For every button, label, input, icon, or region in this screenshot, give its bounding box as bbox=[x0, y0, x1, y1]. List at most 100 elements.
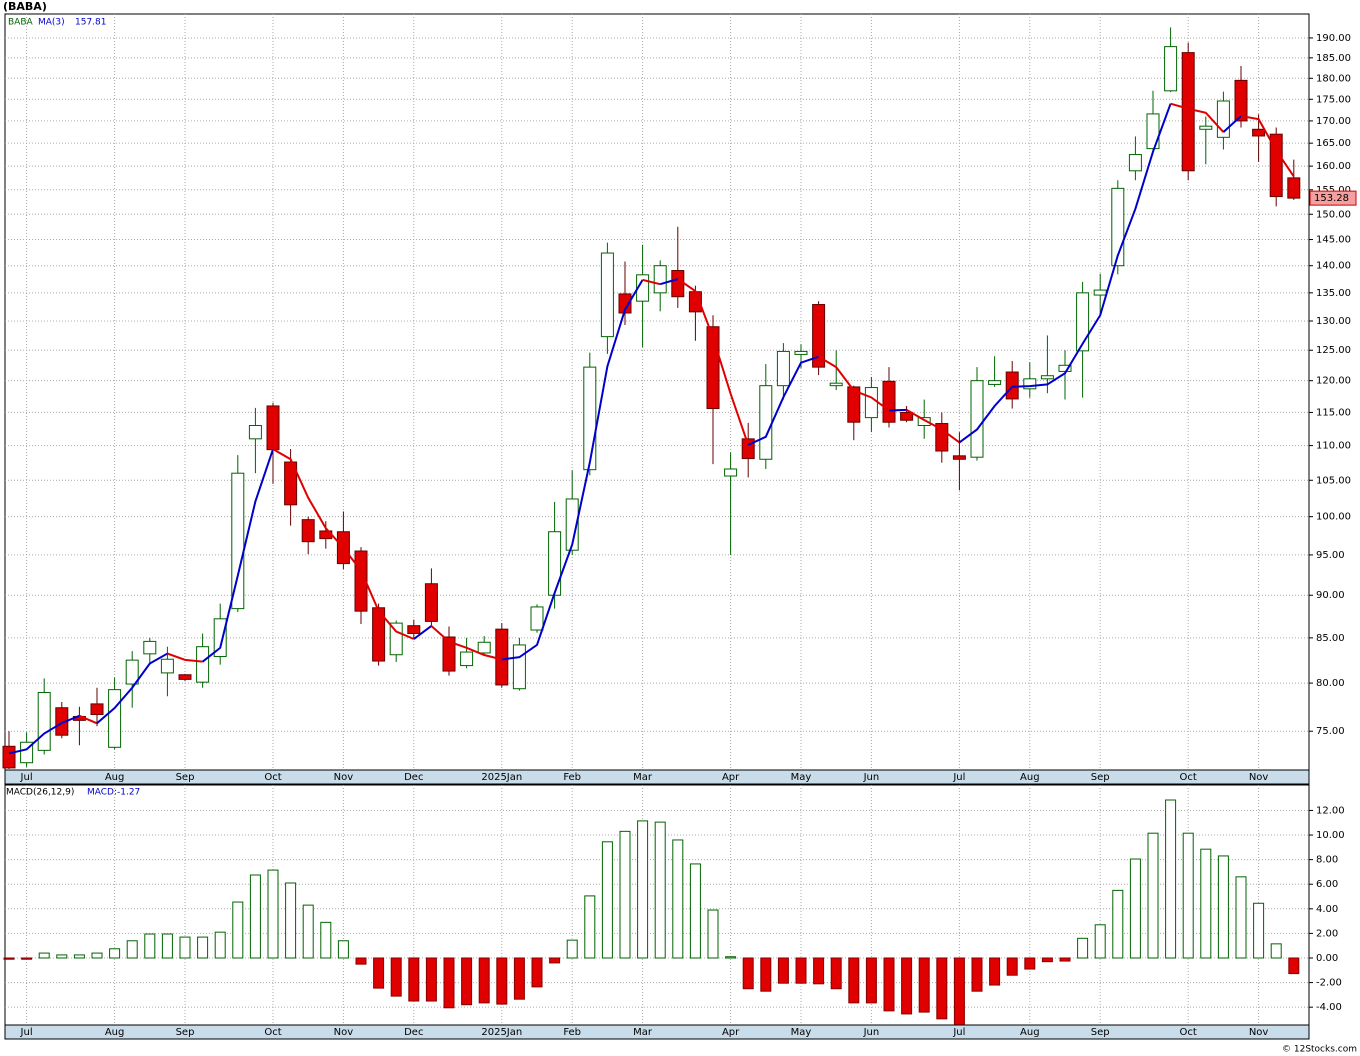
legend-value: -1.27 bbox=[117, 788, 140, 798]
macd-bar bbox=[707, 909, 719, 959]
macd-bar bbox=[637, 820, 649, 959]
macd-bar bbox=[1270, 943, 1282, 959]
candle-body bbox=[565, 498, 579, 551]
macd-bar bbox=[848, 957, 860, 1004]
y-tick-label: -2.00 bbox=[1316, 978, 1342, 989]
macd-bar bbox=[883, 957, 895, 1012]
macd-bar bbox=[3, 957, 15, 960]
macd-bar bbox=[1182, 832, 1194, 959]
candle-body bbox=[618, 293, 632, 314]
candle-body bbox=[231, 472, 245, 610]
macd-bar bbox=[91, 952, 103, 959]
ma-line bbox=[430, 625, 503, 661]
x-axis-strip bbox=[4, 1024, 1310, 1040]
y-tick-label: 130.00 bbox=[1316, 316, 1351, 327]
y-tick-label: 155.00 bbox=[1316, 185, 1351, 196]
candle-body bbox=[882, 380, 896, 423]
x-tick-label: Nov bbox=[334, 1027, 354, 1038]
macd-bar bbox=[285, 882, 297, 959]
x-tick-label: Feb bbox=[563, 1027, 581, 1038]
footer: © 12Stocks.com bbox=[1282, 1045, 1357, 1055]
macd-bar bbox=[197, 936, 209, 959]
y-tick-label: 4.00 bbox=[1316, 904, 1338, 915]
ma-line bbox=[501, 279, 644, 661]
y-tick-label: 90.00 bbox=[1316, 590, 1345, 601]
macd-bar bbox=[408, 957, 420, 1002]
ma-line bbox=[1222, 115, 1242, 133]
candle-body bbox=[407, 625, 421, 634]
candle-body bbox=[548, 531, 562, 596]
macd-bar bbox=[1147, 832, 1159, 959]
candle-body bbox=[213, 618, 227, 658]
macd-bar bbox=[21, 957, 33, 960]
macd-bar bbox=[689, 863, 701, 959]
x-tick-label: Jul bbox=[20, 1027, 33, 1038]
x-tick-label: May bbox=[791, 772, 812, 783]
ma-line bbox=[958, 103, 1172, 444]
macd-bar bbox=[56, 954, 68, 959]
y-tick-label: 180.00 bbox=[1316, 73, 1351, 84]
y-tick-label: 110.00 bbox=[1316, 441, 1351, 452]
candle-body bbox=[759, 385, 773, 460]
candle-body bbox=[125, 659, 139, 685]
macd-bar bbox=[901, 957, 913, 1015]
x-tick-label: Apr bbox=[722, 1027, 740, 1038]
candle-body bbox=[248, 425, 262, 440]
macd-bar bbox=[126, 940, 138, 959]
ma-line bbox=[96, 652, 168, 725]
x-tick-label: Mar bbox=[633, 1027, 653, 1038]
candle-body bbox=[988, 380, 1002, 385]
y-tick-label: 145.00 bbox=[1316, 235, 1351, 246]
ma-line bbox=[906, 408, 960, 444]
y-tick-label: 2.00 bbox=[1316, 928, 1338, 939]
macd-bar bbox=[566, 939, 578, 959]
macd-bar bbox=[302, 904, 314, 959]
macd-bar bbox=[1112, 889, 1124, 959]
candle-body bbox=[1128, 154, 1142, 172]
macd-bar bbox=[73, 954, 85, 959]
macd-bar bbox=[795, 957, 807, 984]
candle-body bbox=[653, 265, 667, 294]
macd-bar bbox=[654, 821, 666, 959]
candle-body bbox=[1287, 177, 1301, 199]
x-tick-label: 2025Jan bbox=[481, 772, 522, 783]
candle-body bbox=[847, 386, 861, 423]
macd-bar bbox=[355, 957, 367, 965]
candle-body bbox=[196, 646, 210, 683]
ma-line bbox=[818, 355, 890, 412]
x-tick-label: Aug bbox=[1020, 772, 1040, 783]
x-tick-label: Nov bbox=[1249, 772, 1269, 783]
ma-line bbox=[79, 714, 98, 725]
legend-value: 157.81 bbox=[75, 18, 107, 28]
y-tick-label: 185.00 bbox=[1316, 53, 1351, 64]
ma-line bbox=[747, 355, 819, 446]
ma-line bbox=[1240, 114, 1295, 177]
macd-bar bbox=[1129, 858, 1141, 959]
macd-bar bbox=[1094, 924, 1106, 959]
candle-body bbox=[1005, 371, 1019, 400]
x-tick-label: Apr bbox=[722, 772, 740, 783]
x-tick-label: Jun bbox=[863, 772, 880, 783]
candle-body bbox=[600, 252, 614, 338]
y-tick-label: 150.00 bbox=[1316, 209, 1351, 220]
candle-body bbox=[935, 423, 949, 452]
candle-body bbox=[495, 628, 509, 686]
macd-bar bbox=[1165, 799, 1177, 959]
candle-body bbox=[917, 417, 931, 427]
macd-bar bbox=[918, 957, 930, 1013]
macd-bar bbox=[1253, 902, 1265, 959]
candle-body bbox=[776, 350, 790, 387]
ma-line bbox=[8, 714, 80, 755]
candle-body bbox=[1181, 52, 1195, 172]
x-tick-label: Oct bbox=[1180, 772, 1197, 783]
candle-body bbox=[477, 641, 491, 654]
macd-bar bbox=[478, 957, 490, 1004]
macd-bar bbox=[953, 957, 965, 1025]
candle-body bbox=[1076, 292, 1090, 352]
candle-body bbox=[952, 455, 966, 460]
macd-bar bbox=[320, 921, 332, 959]
candle-body bbox=[301, 519, 315, 543]
y-tick-label: 120.00 bbox=[1316, 376, 1351, 387]
candle-body bbox=[389, 622, 403, 656]
x-tick-label: Dec bbox=[404, 1027, 423, 1038]
